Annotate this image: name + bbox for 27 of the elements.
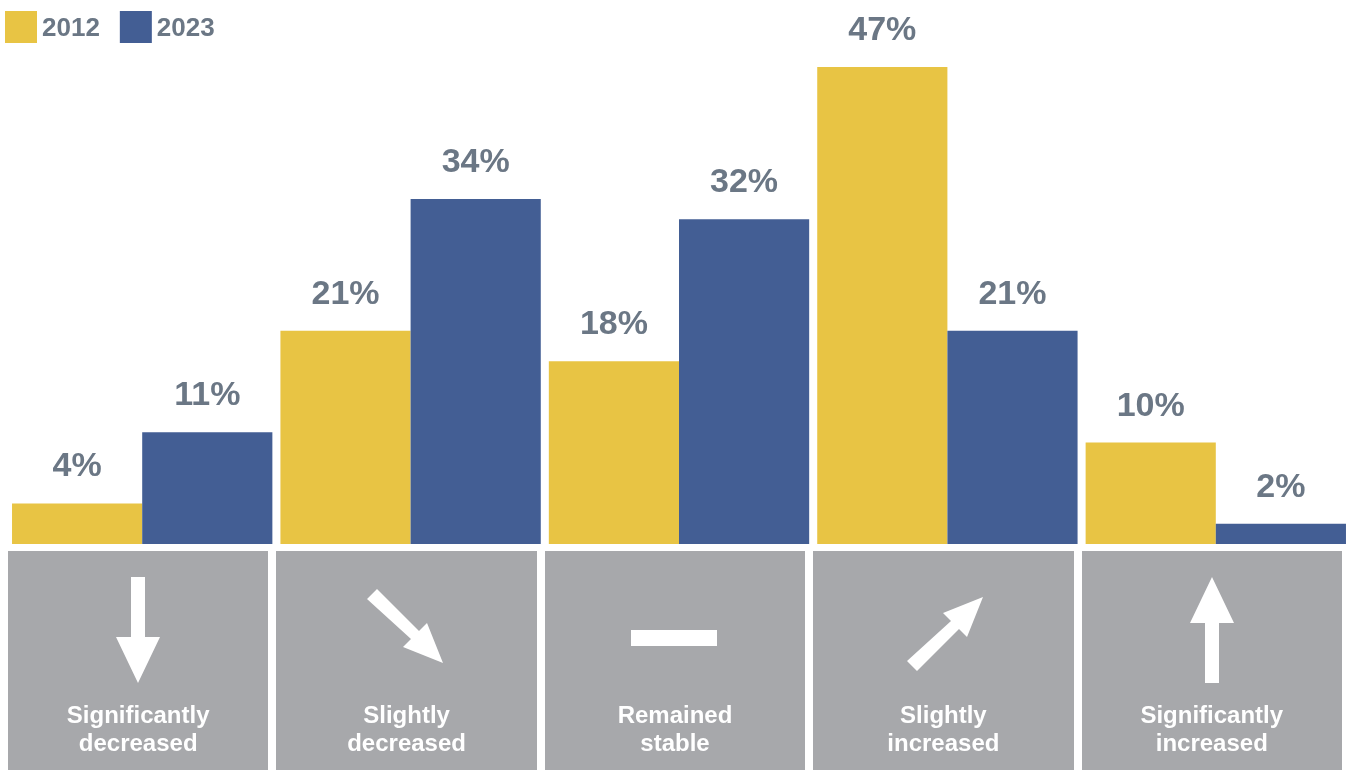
- bar: [410, 198, 541, 544]
- data-label: 21%: [311, 272, 380, 311]
- bar: [679, 219, 810, 544]
- data-label: 18%: [579, 303, 648, 342]
- bar: [142, 432, 273, 544]
- bar: [947, 330, 1078, 544]
- bar: [280, 330, 411, 544]
- x-tick-label: Slightly decreased: [346, 701, 467, 757]
- bar: [817, 67, 948, 544]
- bar: [1085, 442, 1216, 544]
- bar: [1215, 523, 1346, 544]
- data-label: 21%: [978, 272, 1047, 311]
- data-label: 34%: [441, 140, 510, 179]
- x-tick-label: Significantly decreased: [65, 701, 211, 757]
- data-label: 4%: [52, 445, 102, 484]
- x-tick-label: Significantly increased: [1139, 701, 1285, 757]
- x-tick-label: Slightly increased: [886, 701, 1001, 757]
- data-label: 32%: [710, 161, 779, 200]
- bar: [548, 361, 679, 544]
- data-label: 47%: [848, 9, 917, 47]
- data-label: 11%: [174, 374, 241, 413]
- legend-label: 2012: [42, 12, 100, 42]
- data-label: 2%: [1256, 465, 1306, 504]
- x-tick-label: Remained stable: [616, 701, 734, 757]
- legend-label: 2023: [156, 12, 215, 42]
- bar: [12, 503, 143, 544]
- data-label: 10%: [1116, 384, 1185, 423]
